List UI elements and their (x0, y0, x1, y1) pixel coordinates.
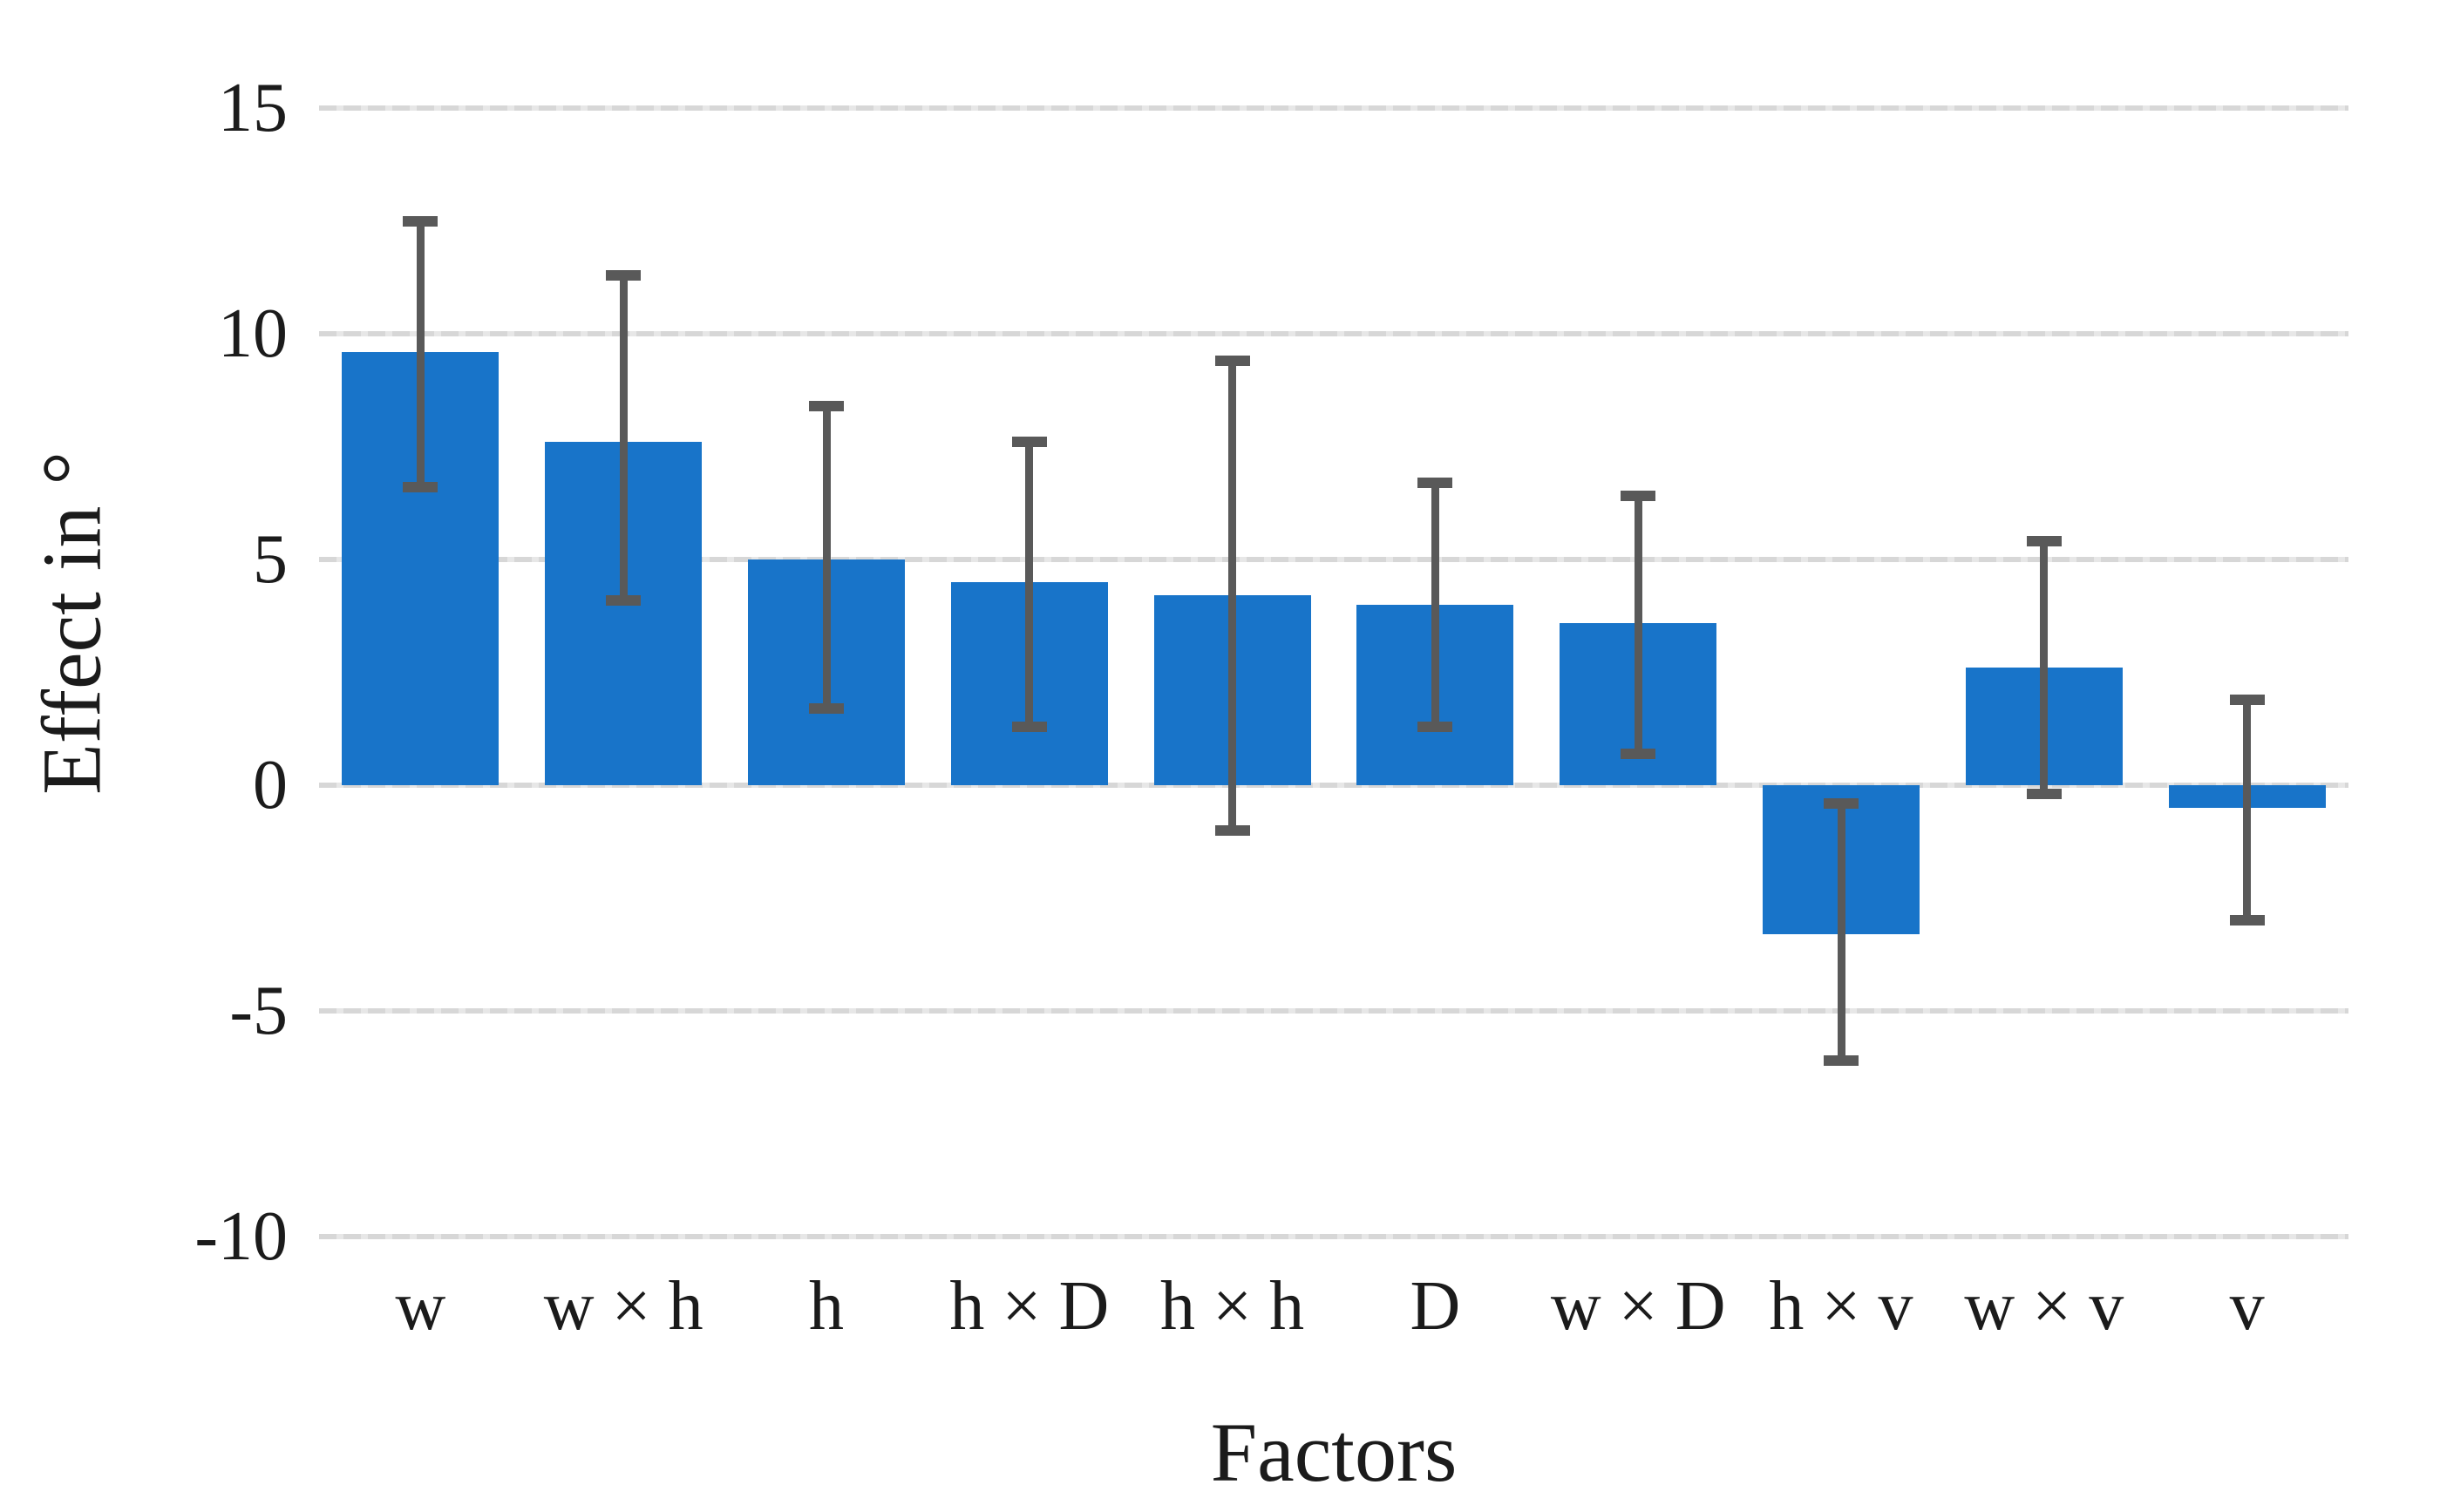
x-category-label: h × v (1769, 1268, 1913, 1345)
error-bar-cap-top (1621, 491, 1656, 502)
x-category-label: w (395, 1268, 446, 1345)
error-bar-cap-top (1011, 437, 1047, 448)
error-bar-cap-bottom (1214, 824, 1250, 836)
y-tick-label: -5 (229, 973, 288, 1049)
error-bar-cap-top (2026, 536, 2062, 547)
gridline-y-0 (319, 783, 2348, 788)
error-bar-line (619, 275, 628, 600)
gridline-y--10 (319, 1234, 2348, 1239)
x-category-label: D (1410, 1268, 1461, 1345)
x-category-label: h × h (1160, 1268, 1305, 1345)
x-category-label: w × v (1964, 1268, 2124, 1345)
x-category-label: h (808, 1268, 844, 1345)
x-axis-title: Factors (1210, 1406, 1458, 1499)
error-bar-cap-bottom (809, 702, 844, 714)
error-bar-line (2040, 541, 2049, 795)
gridline-y-10 (319, 331, 2348, 336)
error-bar-cap-bottom (1011, 721, 1047, 732)
error-bar-line (1228, 361, 1237, 831)
error-bar-cap-top (403, 215, 438, 227)
gridline-y-15 (319, 105, 2348, 111)
error-bar-cap-top (809, 400, 844, 411)
error-bar-cap-bottom (2026, 789, 2062, 800)
error-bar-line (1634, 496, 1642, 754)
error-bar-cap-top (606, 269, 642, 281)
x-category-label: h × D (949, 1268, 1110, 1345)
error-bar-cap-bottom (2229, 915, 2265, 926)
error-bar-cap-bottom (403, 482, 438, 493)
error-bar-cap-bottom (1417, 721, 1453, 732)
y-axis-title: Effect in ° (24, 451, 119, 795)
error-bar-line (1837, 803, 1845, 1061)
gridline-y-5 (319, 557, 2348, 562)
y-tick-label: 15 (218, 70, 288, 146)
gridline-y--5 (319, 1008, 2348, 1014)
error-bar-line (2243, 699, 2252, 921)
error-bar-line (416, 220, 425, 488)
error-bar-line (1431, 482, 1439, 727)
y-tick-label: -10 (194, 1198, 288, 1275)
error-bar-cap-bottom (1824, 1054, 1859, 1066)
x-category-label: w × h (543, 1268, 703, 1345)
error-bar-cap-top (2229, 694, 2265, 705)
x-category-label: w × D (1550, 1268, 1726, 1345)
y-tick-label: 5 (253, 521, 288, 598)
y-tick-label: 0 (253, 747, 288, 824)
error-bar-cap-top (1417, 477, 1453, 488)
error-bar-line (822, 405, 831, 709)
error-bar-cap-bottom (606, 594, 642, 606)
error-bar-cap-top (1214, 356, 1250, 367)
x-category-label: v (2229, 1268, 2265, 1345)
y-tick-label: 10 (218, 295, 288, 372)
error-bar-line (1025, 442, 1034, 727)
error-bar-cap-top (1824, 797, 1859, 809)
error-bar-cap-bottom (1621, 748, 1656, 759)
